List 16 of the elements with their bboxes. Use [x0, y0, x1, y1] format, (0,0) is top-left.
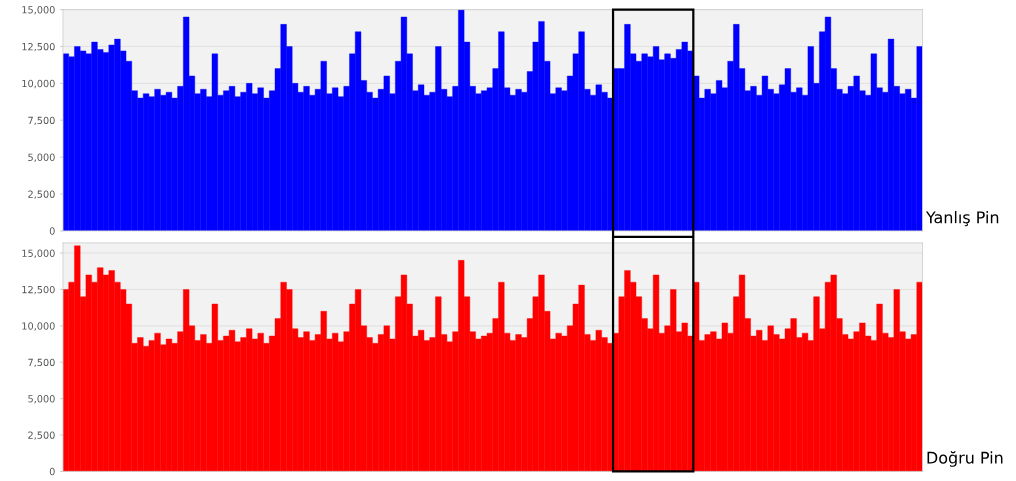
y-tick-label: 7,500: [28, 116, 55, 126]
series-label: Doğru Pin: [927, 450, 1003, 467]
series-label: Yanlış Pin: [925, 211, 999, 227]
y-tick-label: 10,000: [22, 79, 55, 89]
y-tick-label: 10,000: [22, 322, 55, 331]
y-tick-label: 0: [49, 227, 55, 235]
y-tick-label: 0: [49, 467, 55, 476]
y-tick-label: 2,500: [28, 431, 55, 440]
y-tick-label: 15,000: [22, 6, 55, 15]
y-tick-label: 12,500: [22, 42, 55, 52]
y-tick-label: 15,000: [22, 249, 55, 258]
y-tick-label: 5,000: [28, 153, 55, 162]
y-tick-label: 5,000: [28, 395, 55, 404]
y-tick-label: 12,500: [22, 285, 55, 295]
y-tick-label: 2,500: [28, 190, 55, 199]
y-tick-label: 7,500: [28, 358, 55, 368]
